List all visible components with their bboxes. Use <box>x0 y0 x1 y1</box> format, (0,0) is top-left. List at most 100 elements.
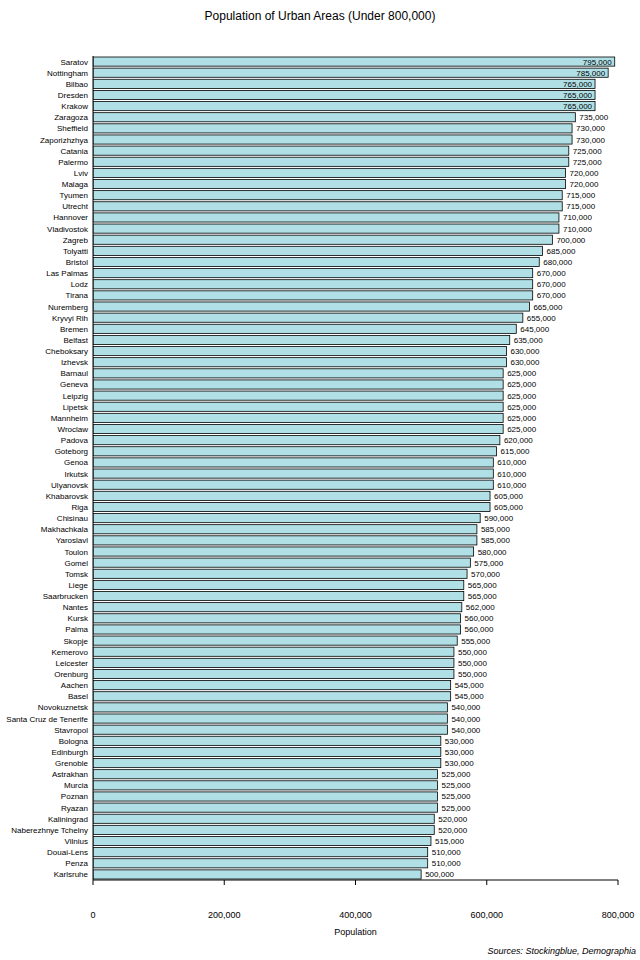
category-label: Hannover <box>53 213 88 222</box>
data-label: 525,000 <box>442 781 471 790</box>
bar <box>93 781 438 790</box>
data-label: 585,000 <box>481 525 510 534</box>
bar <box>93 658 454 667</box>
tick <box>93 880 94 885</box>
data-label: 615,000 <box>501 447 530 456</box>
category-label: Bremen <box>60 325 88 334</box>
bar <box>93 213 559 222</box>
data-label: 715,000 <box>566 191 595 200</box>
category-label: Catania <box>60 147 88 156</box>
category-label: Kryvyi Rih <box>52 314 88 323</box>
data-label: 520,000 <box>438 826 467 835</box>
category-label: Zaporizhzhya <box>40 136 89 145</box>
bar <box>93 235 552 244</box>
data-label: 550,000 <box>458 659 487 668</box>
category-label: Ulyanovsk <box>51 481 89 490</box>
data-label: 795,000 <box>583 58 612 67</box>
bar <box>93 692 451 701</box>
data-label: 720,000 <box>570 169 599 178</box>
data-label: 530,000 <box>445 748 474 757</box>
category-label: Novokuznetsk <box>38 703 89 712</box>
tick <box>618 880 619 885</box>
bar <box>93 870 421 879</box>
category-label: Poznan <box>61 792 88 801</box>
bar <box>93 859 428 868</box>
data-label: 530,000 <box>445 759 474 768</box>
bar <box>93 514 480 523</box>
data-label: 665,000 <box>533 303 562 312</box>
bar <box>93 469 493 478</box>
category-label: Saratov <box>60 58 88 67</box>
category-label: Malaga <box>62 180 89 189</box>
bar <box>93 603 462 612</box>
category-label: Edinburgh <box>52 748 88 757</box>
data-label: 725,000 <box>573 147 602 156</box>
category-label: Goteborg <box>55 447 88 456</box>
data-label: 625,000 <box>507 380 536 389</box>
bar <box>93 736 441 745</box>
data-label: 710,000 <box>563 213 592 222</box>
bar <box>93 591 464 600</box>
category-label: Izhevsk <box>61 358 89 367</box>
data-label: 625,000 <box>507 414 536 423</box>
category-label: Douai-Lens <box>47 848 88 857</box>
labels: Saratov795,000Nottingham785,000Bilbao765… <box>6 58 612 880</box>
data-label: 565,000 <box>468 592 497 601</box>
data-label: 730,000 <box>576 124 605 133</box>
bar <box>93 792 438 801</box>
data-label: 605,000 <box>494 492 523 501</box>
data-label: 605,000 <box>494 503 523 512</box>
category-label: Kaliningrad <box>48 815 88 824</box>
data-label: 585,000 <box>481 536 510 545</box>
category-label: Lviv <box>74 169 88 178</box>
data-label: 575,000 <box>474 559 503 568</box>
bar <box>93 747 441 756</box>
bar <box>93 536 477 545</box>
data-label: 625,000 <box>507 425 536 434</box>
category-label: Utrecht <box>62 202 89 211</box>
bar <box>93 547 474 556</box>
data-label: 525,000 <box>442 804 471 813</box>
data-label: 670,000 <box>537 291 566 300</box>
bar <box>93 480 493 489</box>
tick <box>486 880 487 885</box>
data-label: 550,000 <box>458 648 487 657</box>
bar <box>93 57 615 66</box>
category-label: Krakow <box>61 102 88 111</box>
data-label: 510,000 <box>432 848 461 857</box>
bar <box>93 447 497 456</box>
category-label: Wroclaw <box>57 425 88 434</box>
category-label: Stavropol <box>54 726 88 735</box>
bar <box>93 714 447 723</box>
category-label: Murcia <box>64 781 89 790</box>
bar <box>93 246 543 255</box>
bar <box>93 191 562 200</box>
tick <box>224 880 225 885</box>
data-label: 565,000 <box>468 581 497 590</box>
tick-label: 400,000 <box>339 910 372 920</box>
bar <box>93 291 533 300</box>
category-label: Kemerovo <box>52 648 89 657</box>
data-label: 635,000 <box>514 336 543 345</box>
category-label: Bilbao <box>66 80 89 89</box>
data-label: 620,000 <box>504 436 533 445</box>
category-label: Toulon <box>64 548 88 557</box>
bar <box>93 436 500 445</box>
data-label: 510,000 <box>432 859 461 868</box>
category-label: Padova <box>61 436 89 445</box>
bar <box>93 703 447 712</box>
bar <box>93 135 572 144</box>
data-label: 735,000 <box>579 113 608 122</box>
category-label: Chisinau <box>57 514 88 523</box>
bar <box>93 502 490 511</box>
bar <box>93 636 457 645</box>
category-label: Saarbrucken <box>43 592 88 601</box>
data-label: 520,000 <box>438 815 467 824</box>
data-label: 545,000 <box>455 692 484 701</box>
category-label: Santa Cruz de Tenerife <box>6 715 88 724</box>
tick-label: 200,000 <box>208 910 241 920</box>
category-label: Tyumen <box>60 191 88 200</box>
data-label: 765,000 <box>563 80 592 89</box>
category-label: Geneva <box>60 380 89 389</box>
data-label: 625,000 <box>507 369 536 378</box>
